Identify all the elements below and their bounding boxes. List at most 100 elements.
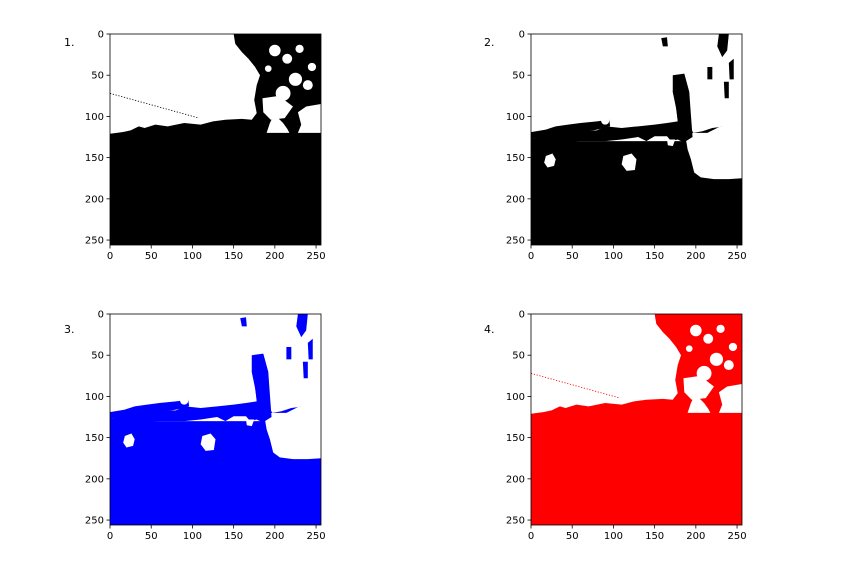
x-tick-label: 250 [728,251,747,262]
x-tick-label: 100 [183,531,202,542]
top-spot [723,81,729,99]
y-tick-label: 0 [98,310,104,321]
x-tick-label: 50 [566,251,579,262]
y-tick-label: 50 [512,71,525,82]
x-tick-label: 50 [145,531,158,542]
y-tick-label: 0 [519,30,525,41]
x-tick-label: 200 [265,251,284,262]
x-tick-label: 200 [686,251,705,262]
panel-label: 3. [64,323,75,336]
x-tick-label: 50 [145,251,158,262]
x-tick-label: 150 [224,251,243,262]
y-tick-label: 200 [506,474,525,485]
y-tick-label: 200 [85,474,104,485]
mask-hole [683,375,714,400]
x-tick-label: 150 [224,531,243,542]
y-tick-label: 100 [85,392,104,403]
y-tick-label: 100 [506,392,525,403]
mask-hole [666,139,676,147]
plot-frame [530,313,743,526]
x-tick-label: 0 [107,251,113,262]
mask-image [110,34,321,245]
panel-1: 1. 0 0 50 50 100 100 150 150 200 200 250 250 [64,30,326,263]
y-tick-label: 250 [85,516,104,527]
mask-hole [123,433,135,448]
top-spot [717,34,729,58]
y-tick-label: 250 [506,236,525,247]
panel-label: 4. [484,323,495,336]
y-tick-label: 50 [91,351,104,362]
mask-hole [288,72,303,86]
x-tick-label: 100 [183,251,202,262]
tree-streak [251,353,272,422]
mask-region [110,34,321,245]
y-tick-label: 0 [519,310,525,321]
mask-hole [690,324,702,337]
x-tick-label: 200 [686,531,705,542]
wire-line [531,372,621,399]
mask-hole [685,345,693,352]
y-tick-label: 200 [85,194,104,205]
y-tick-label: 250 [506,516,525,527]
mask-region [531,119,611,139]
x-tick-label: 250 [307,251,326,262]
mask-hole [282,53,293,64]
y-tick-label: 100 [506,112,525,123]
mask-hole [685,124,742,180]
mask-hole [264,404,321,460]
y-tick-label: 50 [512,351,525,362]
mask-hole [245,419,255,427]
top-spot [728,58,734,80]
mask-hole [264,65,272,72]
plot-frame [530,33,743,246]
y-tick-label: 150 [506,433,525,444]
mask-image [531,34,742,245]
x-tick-label: 150 [645,251,664,262]
tree-streak [672,73,693,142]
top-spot [302,361,308,379]
x-tick-label: 0 [528,531,534,542]
mask-image [110,314,321,525]
mask-hole [601,116,610,125]
y-tick-label: 0 [98,30,104,41]
mask-hole [200,433,216,451]
mask-hole [716,324,725,333]
x-tick-label: 50 [566,531,579,542]
mask-hole [262,95,293,120]
mask-hole [269,44,281,57]
top-spot [307,338,313,360]
panels-grid: 1. 0 0 50 50 100 100 150 150 200 200 250 250 2. 0 0 50 50… [64,30,747,543]
x-tick-label: 0 [107,531,113,542]
x-tick-label: 250 [728,531,747,542]
mask-hole [544,153,556,168]
top-spot [707,66,713,80]
mask-region [110,399,190,419]
x-tick-label: 200 [265,531,284,542]
top-spot [296,314,308,338]
panel-2: 2. 0 0 50 50 100 100 150 150 200 200 250 250 [484,30,747,263]
y-tick-label: 50 [91,71,104,82]
mask-hole [307,62,317,72]
plot-frame [109,33,322,246]
y-tick-label: 150 [85,153,104,164]
mask-hole [302,80,313,91]
panel-3: 3. 0 0 50 50 100 100 150 150 200 200 250 250 [64,310,326,543]
x-tick-label: 250 [307,531,326,542]
top-spot [240,317,247,327]
mask-hole [723,360,734,371]
panel-4: 4. 0 0 50 50 100 100 150 150 200 200 250 250 [484,310,747,543]
y-tick-label: 150 [506,153,525,164]
mask-hole [180,396,189,405]
plot-frame [109,313,322,526]
mask-hole [709,352,724,366]
x-tick-label: 0 [528,251,534,262]
mask-hole [621,153,637,171]
top-spot [286,346,292,360]
y-tick-label: 250 [85,236,104,247]
x-tick-label: 100 [604,251,623,262]
wire-line [110,92,200,119]
mask-hole [295,44,304,53]
x-tick-label: 100 [604,531,623,542]
x-tick-label: 150 [645,531,664,542]
